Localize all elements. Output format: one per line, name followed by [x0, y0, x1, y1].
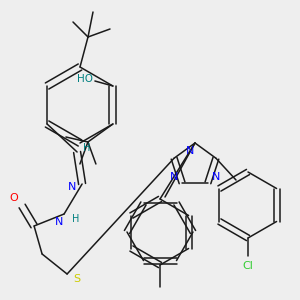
Text: N: N — [68, 182, 76, 192]
Text: N: N — [186, 146, 194, 156]
Text: Cl: Cl — [243, 261, 254, 271]
Text: H: H — [72, 214, 80, 224]
Text: S: S — [74, 274, 81, 284]
Text: N: N — [212, 172, 220, 182]
Text: N: N — [55, 217, 63, 227]
Text: N: N — [170, 172, 178, 182]
Text: H: H — [83, 143, 91, 153]
Text: HO: HO — [77, 74, 93, 84]
Text: O: O — [10, 193, 19, 203]
